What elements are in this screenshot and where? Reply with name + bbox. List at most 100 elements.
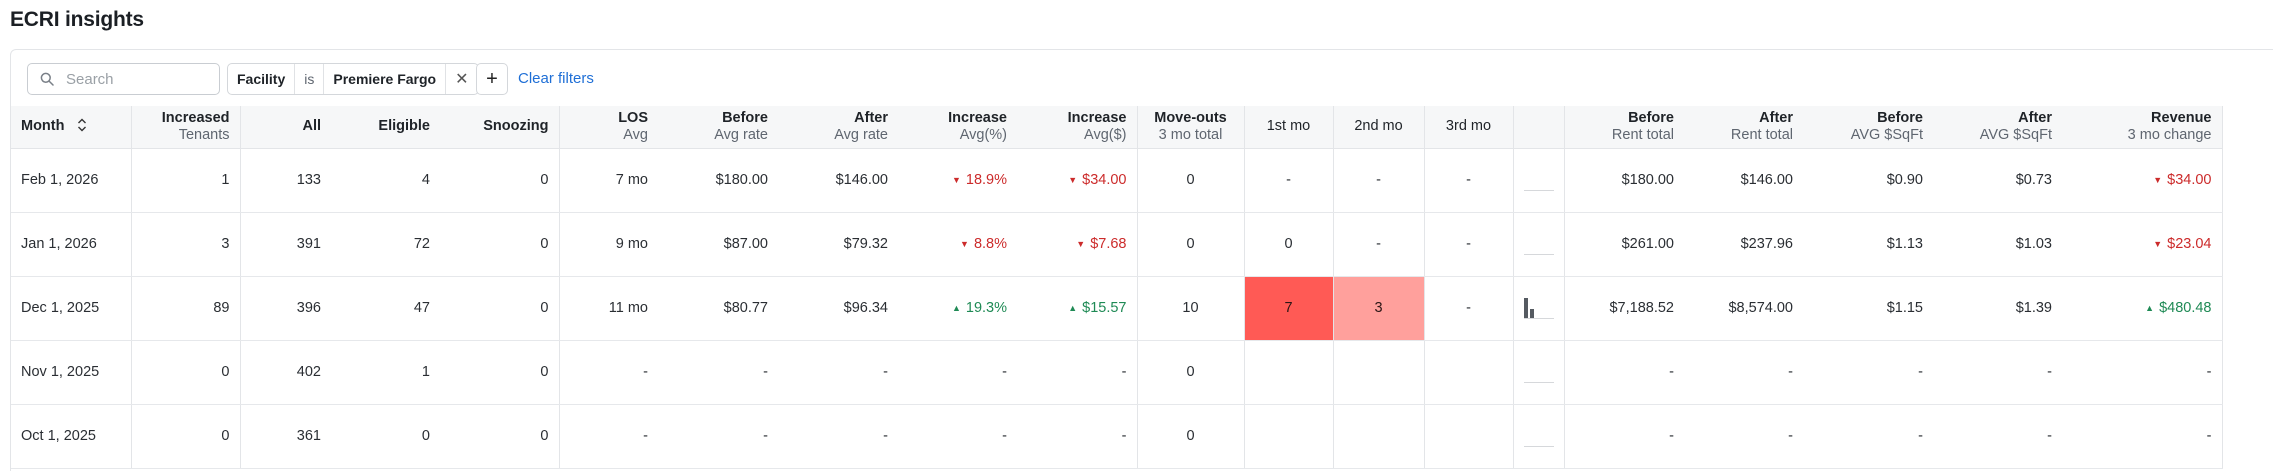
moveout-sparkline: [1523, 298, 1554, 319]
cell-inc-pct: -: [898, 404, 1017, 469]
table-row[interactable]: Nov 1, 2025 0 402 1 0 - - - - - 0 - - - - -: [11, 340, 2223, 405]
col-header-all[interactable]: All: [240, 106, 331, 149]
filter-chip[interactable]: Facility is Premiere Fargo ✕: [227, 63, 479, 95]
cell-before-rent: -: [1564, 340, 1684, 405]
cell-value: $1.03: [2015, 236, 2052, 252]
filter-chip-field[interactable]: Facility: [228, 64, 296, 94]
cell-value: -: [1002, 364, 1007, 380]
cell-value: -: [643, 428, 648, 444]
cell-inc-usd: ▲ $15.57: [1017, 276, 1138, 341]
cell-month: Dec 1, 2025: [11, 276, 132, 341]
cell-moveouts: 0: [1137, 148, 1245, 213]
cell-value: $261.00: [1621, 236, 1674, 252]
col-header-before-sqft[interactable]: Before AVG $SqFt: [1803, 106, 1933, 149]
cell-after-sqft: $0.73: [1933, 148, 2062, 213]
cell-value: 0: [1186, 428, 1195, 444]
col-header-revenue[interactable]: Revenue 3 mo change: [2062, 106, 2223, 149]
col-header-label: Increased: [161, 109, 230, 126]
col-header-eligible[interactable]: Eligible: [331, 106, 440, 149]
col-header-label: After: [2018, 109, 2052, 126]
col-header-label: 1st mo: [1266, 118, 1311, 135]
col-header-increase-pct[interactable]: Increase Avg(%): [898, 106, 1017, 149]
col-header-label: Before: [1877, 109, 1923, 126]
cell-inc-usd: ▼ $34.00: [1017, 148, 1138, 213]
col-header-label: Before: [722, 109, 768, 126]
filter-bar: Facility is Premiere Fargo ✕ + Clear fil…: [11, 50, 2273, 106]
search-icon: [40, 72, 54, 86]
table-row[interactable]: Oct 1, 2025 0 361 0 0 - - - - - 0 - - - - -: [11, 404, 2223, 469]
cell-mo1: -: [1244, 148, 1334, 213]
col-header-mo2[interactable]: 2nd mo: [1333, 106, 1425, 149]
table-row[interactable]: Feb 1, 2026 1 133 4 0 7 mo $180.00 $146.00 ▼ 18.9…: [11, 148, 2223, 213]
cell-value: 19.3%: [965, 300, 1007, 316]
cell-value: $79.32: [843, 236, 888, 252]
cell-before-sqft: $0.90: [1803, 148, 1933, 213]
cell-snoozing: 0: [440, 404, 560, 469]
insights-table: Month Increased Tenants All Eligible Snoo…: [11, 106, 2223, 469]
cell-value: 133: [296, 172, 321, 188]
cell-value: 0: [1186, 236, 1195, 252]
col-header-los[interactable]: LOS Avg: [559, 106, 658, 149]
col-header-moveouts[interactable]: Move-outs 3 mo total: [1137, 106, 1245, 149]
sort-icon[interactable]: [77, 118, 87, 132]
col-header-month[interactable]: Month: [11, 106, 132, 149]
cell-value: 47: [413, 300, 430, 316]
col-header-sublabel: AVG $SqFt: [1850, 126, 1923, 143]
insights-panel: Facility is Premiere Fargo ✕ + Clear fil…: [10, 49, 2273, 471]
add-filter-button[interactable]: +: [476, 63, 508, 95]
clear-filters-link[interactable]: Clear filters: [518, 70, 594, 87]
filter-chip-operator[interactable]: is: [295, 64, 325, 94]
col-header-after-rent[interactable]: After Rent total: [1684, 106, 1803, 149]
cell-value: 1: [421, 364, 430, 380]
col-header-before-rate[interactable]: Before Avg rate: [658, 106, 778, 149]
cell-value: $8,574.00: [1728, 300, 1793, 316]
col-header-sublabel: Avg rate: [714, 126, 768, 143]
cell-value: -: [1121, 428, 1127, 444]
col-header-label: Month: [21, 118, 65, 135]
search-box[interactable]: [27, 63, 220, 95]
col-header-sparkline: [1513, 106, 1565, 149]
cell-after-rate: -: [778, 340, 898, 405]
table-row[interactable]: Dec 1, 2025 89 396 47 0 11 mo $80.77 $96.34 ▲ 19.…: [11, 276, 2223, 341]
cell-before-sqft: $1.15: [1803, 276, 1933, 341]
cell-value: $480.48: [2159, 300, 2212, 316]
search-input[interactable]: [66, 70, 206, 88]
cell-value: Dec 1, 2025: [21, 300, 100, 316]
cell-spark: [1513, 404, 1565, 469]
cell-after-sqft: $1.03: [1933, 212, 2062, 277]
table-row[interactable]: Jan 1, 2026 3 391 72 0 9 mo $87.00 $79.32 ▼ 8.8% ▼…: [11, 212, 2223, 277]
filter-chip-value[interactable]: Premiere Fargo: [324, 64, 447, 94]
triangle-down-icon: ▼: [1076, 239, 1086, 249]
triangle-down-icon: ▼: [2153, 239, 2163, 249]
col-header-increased[interactable]: Increased Tenants: [131, 106, 241, 149]
cell-before-rate: -: [658, 404, 778, 469]
cell-inc-pct: -: [898, 340, 1017, 405]
col-header-snoozing[interactable]: Snoozing: [440, 106, 560, 149]
cell-snoozing: 0: [440, 276, 560, 341]
cell-mo3: -: [1424, 148, 1514, 213]
cell-value: Feb 1, 2026: [21, 172, 99, 188]
col-header-after-sqft[interactable]: After AVG $SqFt: [1933, 106, 2062, 149]
cell-after-rate: $146.00: [778, 148, 898, 213]
cell-revenue: ▼ $23.04: [2062, 212, 2223, 277]
cell-spark: [1513, 276, 1565, 341]
col-header-increase-usd[interactable]: Increase Avg($): [1017, 106, 1138, 149]
moveout-sparkline: [1523, 190, 1554, 191]
col-header-before-rent[interactable]: Before Rent total: [1564, 106, 1684, 149]
cell-month: Oct 1, 2025: [11, 404, 132, 469]
col-header-mo3[interactable]: 3rd mo: [1424, 106, 1514, 149]
cell-increased: 3: [131, 212, 241, 277]
cell-inc-usd: -: [1017, 340, 1138, 405]
cell-value: 89: [213, 300, 230, 316]
triangle-down-icon: ▼: [2153, 175, 2163, 185]
col-header-after-rate[interactable]: After Avg rate: [778, 106, 898, 149]
cell-value: 72: [413, 236, 430, 252]
cell-mo2: -: [1333, 212, 1425, 277]
cell-value: -: [2047, 428, 2052, 444]
close-icon[interactable]: ✕: [455, 71, 469, 88]
cell-value: 3: [1374, 300, 1383, 316]
col-header-mo1[interactable]: 1st mo: [1244, 106, 1334, 149]
cell-snoozing: 0: [440, 148, 560, 213]
cell-value: $34.00: [2167, 172, 2212, 188]
col-header-sublabel: Avg(%): [959, 126, 1007, 143]
